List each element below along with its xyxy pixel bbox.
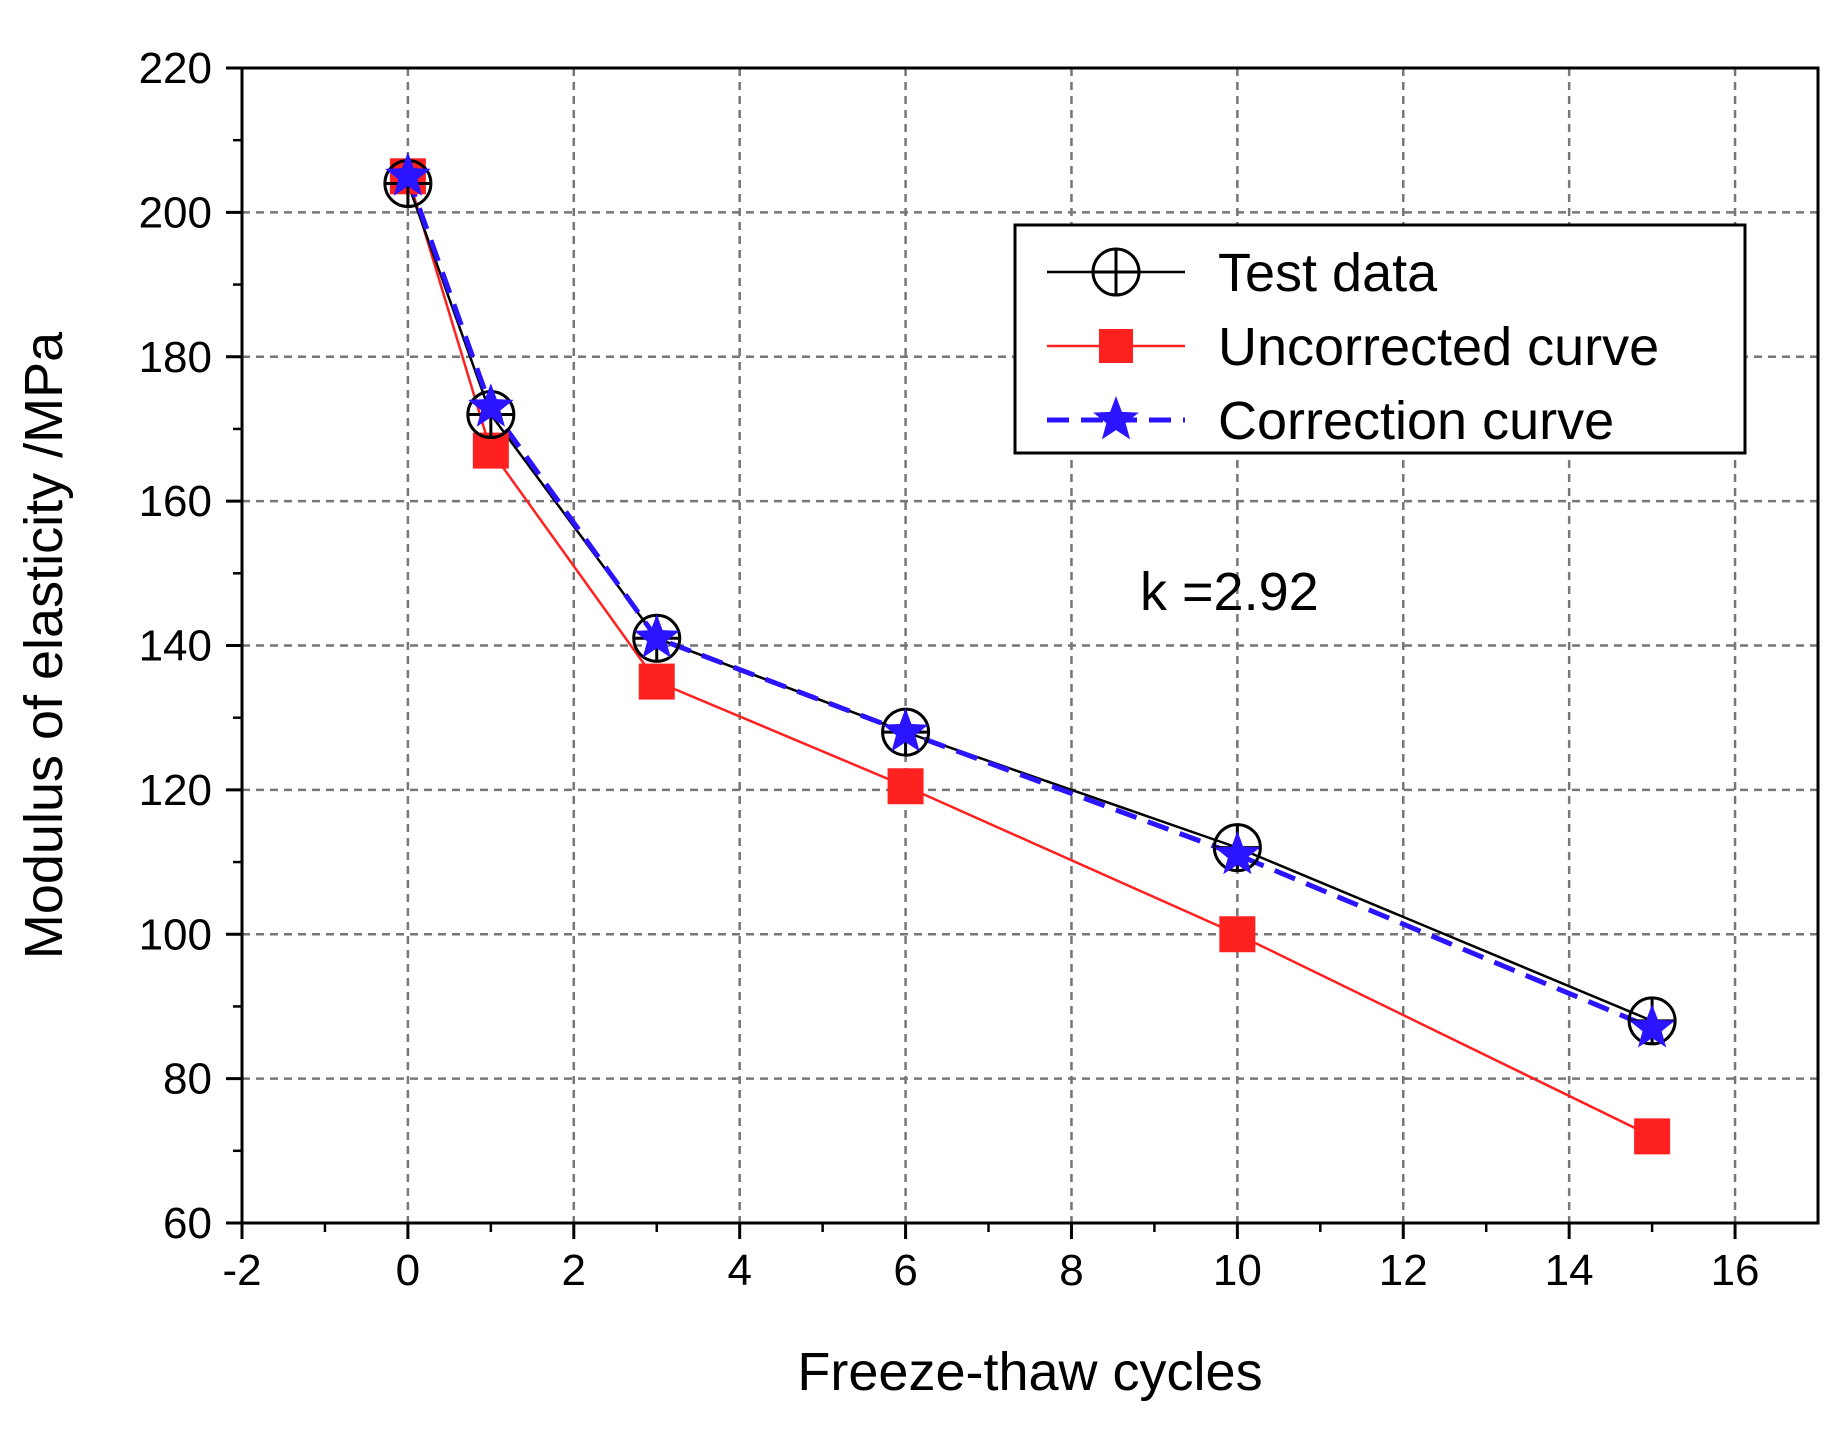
x-tick-label: 0 <box>396 1246 420 1295</box>
x-tick-label: 10 <box>1213 1246 1262 1295</box>
y-tick-label: 160 <box>139 477 212 526</box>
x-tick-label: 16 <box>1711 1246 1760 1295</box>
y-tick-label: 80 <box>163 1055 212 1104</box>
data-point-correction <box>882 708 929 752</box>
legend-label: Correction curve <box>1218 391 1614 451</box>
legend-label: Test data <box>1218 243 1438 303</box>
annotation-k-value: k =2.92 <box>1140 562 1319 622</box>
x-tick-label: 14 <box>1545 1246 1594 1295</box>
data-point-correction <box>1093 396 1139 440</box>
data-point-correction <box>1214 830 1261 875</box>
grid-lines <box>242 68 1818 1223</box>
data-point-uncorrected <box>1634 1118 1671 1155</box>
x-tick-label: 12 <box>1379 1246 1428 1295</box>
data-point-uncorrected <box>1219 916 1256 953</box>
legend-item: Test data <box>1047 243 1438 303</box>
data-point-uncorrected <box>638 663 675 700</box>
data-point-correction <box>468 383 514 427</box>
data-point-uncorrected <box>887 768 924 805</box>
axis-ticks: -2 0 2 4 6 8 10 12 14 16 60 80 100 120 140 160 180 200 220 <box>139 44 1760 1295</box>
y-axis-title: Modulus of elasticity /MPa <box>14 331 74 959</box>
y-tick-label: 220 <box>139 44 212 93</box>
data-point-correction <box>1629 1004 1675 1048</box>
y-tick-label: 140 <box>139 622 212 671</box>
legend: Test data Uncorrected curve Correction cur… <box>1013 223 1747 455</box>
y-tick-label: 120 <box>139 766 212 815</box>
data-point-correction <box>385 152 431 196</box>
legend-item: Correction curve <box>1047 391 1614 451</box>
data-point-correction <box>633 614 680 658</box>
legend-label: Uncorrected curve <box>1218 317 1659 377</box>
data-point-uncorrected <box>1099 329 1133 363</box>
series-layer <box>383 152 1677 1155</box>
data-point-test-data <box>1091 247 1141 297</box>
legend-items: Test data Uncorrected curve Correction cur… <box>1047 243 1659 451</box>
x-axis-title: Freeze-thaw cycles <box>797 1342 1262 1402</box>
y-tick-label: 180 <box>139 333 212 382</box>
legend-item: Uncorrected curve <box>1047 317 1659 377</box>
y-tick-label: 100 <box>139 910 212 959</box>
x-tick-label: -2 <box>222 1246 261 1295</box>
x-tick-label: 2 <box>562 1246 586 1295</box>
series-line-correction-curve <box>405 175 1654 1031</box>
x-tick-label: 4 <box>727 1246 751 1295</box>
x-tick-label: 8 <box>1059 1246 1083 1295</box>
x-tick-label: 6 <box>893 1246 917 1295</box>
y-tick-label: 60 <box>163 1199 212 1248</box>
y-tick-label: 200 <box>139 188 212 237</box>
